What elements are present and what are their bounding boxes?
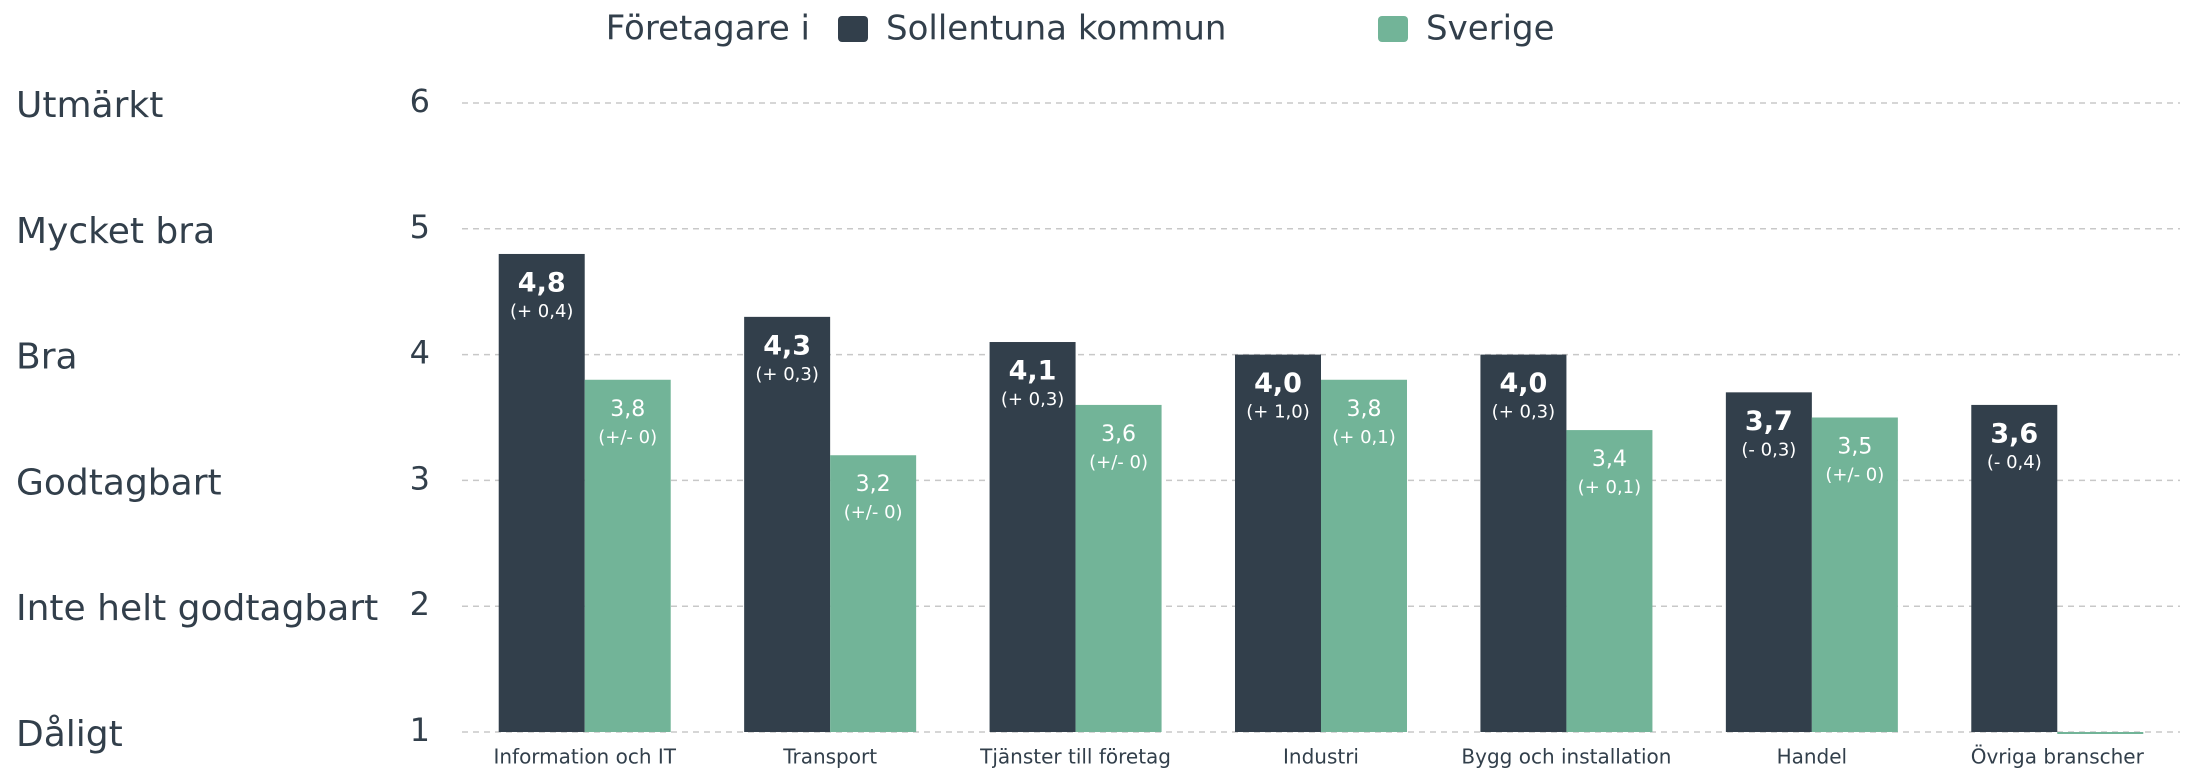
legend-label: Sverige: [1426, 9, 1555, 49]
y-rating-label: Godtagbart: [16, 462, 222, 503]
x-tick-label: Övriga branscher: [1971, 745, 2145, 769]
legend-label: Sollentuna kommun: [886, 9, 1226, 49]
value-label: 3,5: [1837, 435, 1872, 460]
bar: [1480, 354, 1567, 732]
bar: [584, 379, 671, 732]
y-tick-label: 5: [410, 208, 430, 246]
bar: [1725, 392, 1812, 732]
x-tick-label: Handel: [1777, 745, 1848, 769]
change-label: (+/- 0): [1089, 452, 1148, 473]
change-label: (+ 0,4): [510, 301, 573, 322]
value-label: 4,8: [518, 267, 566, 298]
change-label: (+ 1,0): [1246, 402, 1309, 423]
value-label: 3,7: [1745, 406, 1793, 437]
legend-swatch: [1378, 16, 1408, 42]
change-label: (+ 0,1): [1578, 477, 1641, 498]
bar: [989, 342, 1076, 732]
change-label: (- 0,3): [1741, 439, 1796, 460]
change-label: (+ 0,3): [1492, 402, 1555, 423]
value-label: 3,6: [1990, 418, 2038, 449]
bar: [2057, 732, 2144, 734]
change-label: (+ 0,3): [755, 364, 818, 385]
bar: [830, 455, 917, 732]
bar: [1321, 379, 1407, 732]
y-rating-label: Dåligt: [16, 714, 123, 755]
y-tick-label: 2: [410, 585, 430, 623]
value-label: 3,8: [1347, 397, 1382, 422]
y-rating-label: Bra: [16, 337, 78, 378]
y-tick-label: 3: [410, 459, 430, 497]
value-label: 3,4: [1592, 447, 1627, 472]
value-label: 4,0: [1254, 368, 1302, 399]
legend-swatch: [838, 16, 868, 42]
value-label: 4,3: [763, 330, 811, 361]
value-label: 3,2: [856, 472, 891, 497]
bar: [744, 316, 831, 732]
y-tick-label: 4: [410, 334, 430, 372]
bar: [1566, 430, 1653, 732]
change-label: (+ 0,3): [1001, 389, 1064, 410]
value-label: 4,0: [1500, 368, 1548, 399]
value-label: 3,6: [1101, 422, 1136, 447]
bar: [1235, 354, 1321, 732]
x-tick-label: Industri: [1283, 745, 1359, 769]
y-tick-label: 1: [410, 711, 430, 749]
y-rating-label: Mycket bra: [16, 211, 215, 252]
y-tick-label: 6: [410, 82, 430, 120]
value-label: 3,8: [610, 397, 645, 422]
change-label: (- 0,4): [1987, 452, 2042, 473]
y-rating-label: Inte helt godtagbart: [16, 588, 378, 629]
legend-title: Företagare i: [606, 9, 810, 49]
change-label: (+ 0,1): [1332, 427, 1395, 448]
bar: [498, 253, 585, 732]
change-label: (+/- 0): [844, 502, 903, 523]
bar: [1811, 417, 1898, 732]
x-tick-label: Bygg och installation: [1461, 745, 1671, 769]
y-rating-label: Utmärkt: [16, 85, 163, 126]
change-label: (+/- 0): [598, 427, 657, 448]
change-label: (+/- 0): [1825, 465, 1884, 486]
value-label: 4,1: [1009, 356, 1057, 387]
x-tick-label: Information och IT: [493, 745, 676, 769]
x-tick-label: Transport: [782, 745, 877, 769]
bar: [1075, 404, 1162, 732]
x-tick-label: Tjänster till företag: [979, 745, 1171, 769]
bar: [1971, 404, 2058, 732]
